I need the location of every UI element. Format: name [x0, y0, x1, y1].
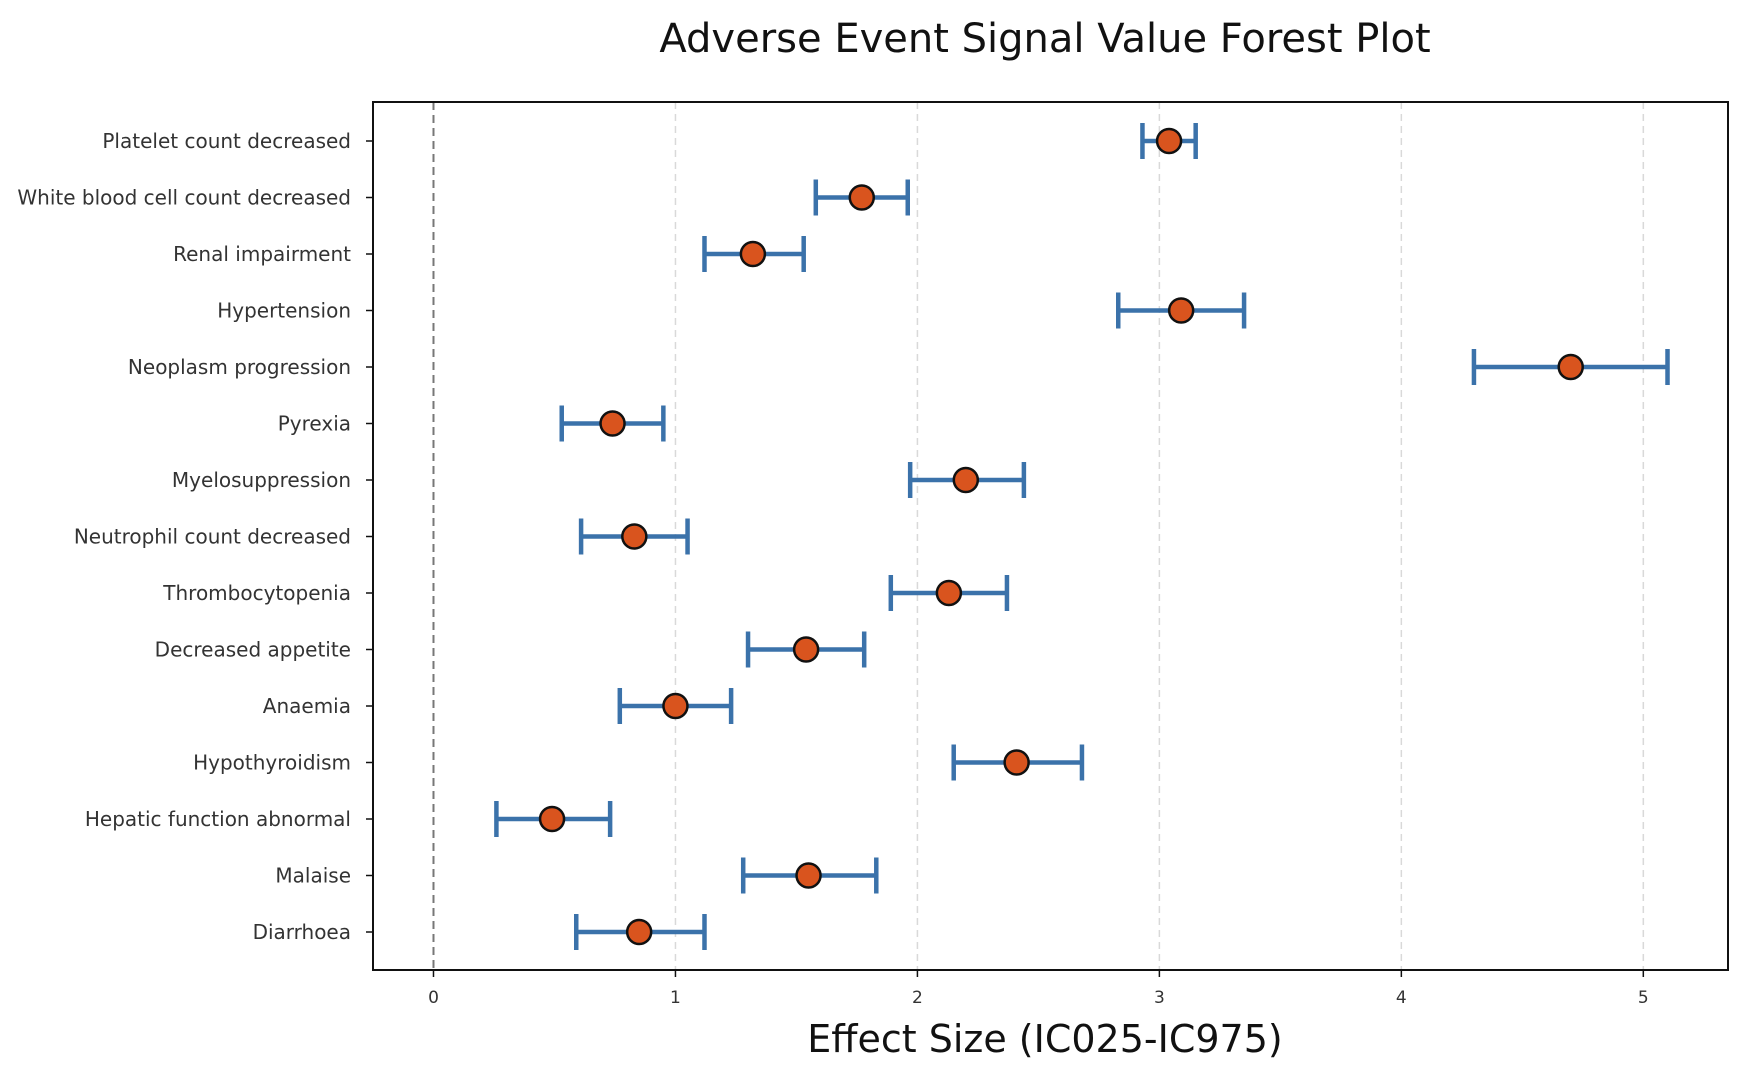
forest-row — [574, 914, 707, 950]
data-layer — [494, 123, 1670, 950]
estimate-point — [935, 579, 963, 607]
y-tick-label: Hypertension — [217, 299, 351, 323]
forest-row — [907, 462, 1027, 498]
estimate-point — [848, 184, 876, 211]
forest-row — [559, 405, 666, 442]
forest-row — [888, 575, 1010, 611]
y-tick-label: Malaise — [275, 864, 351, 888]
axis-layer: Platelet count decreased White blood cell… — [17, 101, 1729, 1008]
estimate-point — [795, 862, 822, 889]
estimate-point — [621, 523, 648, 550]
chart-title: Adverse Event Signal Value Forest Plot — [659, 16, 1430, 62]
x-tick-label: 4 — [1396, 988, 1407, 1008]
estimate-point — [792, 636, 820, 663]
forest-row — [740, 857, 879, 894]
plot-frame — [372, 101, 1729, 971]
y-tick-label: Pyrexia — [278, 412, 351, 436]
y-tick-label: Hepatic function abnormal — [85, 807, 351, 831]
x-tick-label: 0 — [428, 988, 439, 1008]
estimate-point — [625, 918, 653, 946]
estimate-point — [1155, 127, 1183, 155]
forest-row — [702, 236, 806, 272]
forest-row — [617, 688, 734, 724]
y-tick-label: Hypothyroidism — [193, 751, 351, 775]
forest-row — [1116, 292, 1247, 329]
y-tick-label: Neutrophil count decreased — [74, 525, 351, 549]
y-tick-label: Neoplasm progression — [128, 355, 351, 379]
forest-row — [813, 179, 910, 216]
estimate-point — [1557, 353, 1584, 381]
y-tick-label: White blood cell count decreased — [17, 186, 351, 210]
forest-row — [745, 631, 867, 668]
y-tick-label: Thrombocytopenia — [162, 581, 351, 605]
forest-row — [1140, 123, 1198, 159]
y-tick-label: Platelet count decreased — [102, 129, 351, 153]
x-tick-label: 5 — [1638, 988, 1649, 1008]
x-tick-label: 2 — [912, 988, 923, 1008]
y-tick-label: Renal impairment — [173, 242, 351, 266]
estimate-point — [599, 410, 626, 437]
x-tick-label: 3 — [1154, 988, 1165, 1008]
estimate-point — [1003, 749, 1030, 776]
y-tick-label: Anaemia — [263, 694, 351, 718]
estimate-point — [1167, 297, 1195, 324]
forest-row — [494, 801, 613, 837]
forest-row — [578, 518, 690, 555]
estimate-point — [952, 466, 980, 494]
y-tick-label: Diarrhoea — [253, 920, 351, 944]
estimate-point — [739, 240, 767, 268]
estimate-point — [662, 692, 689, 720]
grid-layer — [674, 102, 1645, 970]
x-tick-label: 1 — [670, 988, 681, 1008]
forest-row — [1471, 349, 1670, 385]
x-axis-label: Effect Size (IC025-IC975) — [807, 1017, 1282, 1061]
y-tick-label: Myelosuppression — [172, 468, 351, 492]
forest-row — [951, 744, 1085, 781]
y-tick-label: Decreased appetite — [155, 638, 351, 662]
estimate-point — [538, 805, 566, 833]
